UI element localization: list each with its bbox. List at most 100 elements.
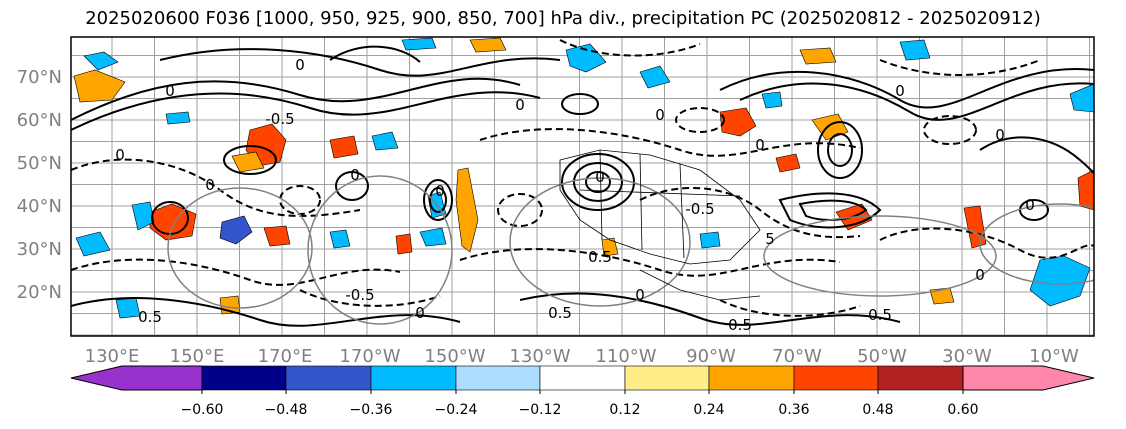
contour-label: 0	[975, 266, 985, 284]
shaded-patch	[699, 231, 721, 249]
reference-circle	[307, 175, 453, 325]
contour-label: 0	[115, 146, 125, 164]
colorbar-tick-label: 0.48	[862, 402, 893, 418]
shaded-patch	[371, 131, 399, 151]
solid-contour	[573, 162, 623, 202]
reference-circle	[167, 187, 313, 309]
shaded-patch	[719, 107, 757, 137]
shaded-patch	[761, 91, 783, 109]
longitude-label: 90°W	[686, 346, 736, 367]
shaded-patch	[639, 65, 671, 89]
solid-contour	[223, 145, 277, 175]
longitude-label: 70°W	[772, 346, 822, 367]
solid-contour	[561, 93, 599, 115]
solid-contour	[817, 121, 863, 179]
contour-label: 0	[515, 96, 525, 114]
longitude-label: 30°W	[942, 346, 992, 367]
contour-label: 0	[205, 176, 215, 194]
contour-label: 0.5	[868, 306, 892, 324]
shaded-patch	[73, 69, 126, 103]
colorbar-tick-label: 0.12	[609, 402, 640, 418]
shaded-patch	[1069, 83, 1094, 113]
dashed-contour	[879, 59, 1041, 76]
shaded-field	[73, 37, 1094, 319]
latitude-label: 70°N	[17, 67, 62, 88]
state-line	[579, 149, 741, 259]
latitude-label: 30°N	[17, 239, 62, 260]
map-background	[71, 37, 1094, 336]
colorbar-segment	[539, 365, 626, 391]
colorbar-tick-label: 0.60	[947, 402, 978, 418]
colorbar-segment	[793, 365, 879, 391]
solid-contours	[71, 45, 1094, 327]
contour-label: 5	[765, 230, 775, 248]
contour-label: 0	[435, 182, 445, 200]
reference-circle	[979, 203, 1094, 285]
solid-contour	[827, 133, 853, 167]
colorbar-tick-label: −0.36	[350, 402, 393, 418]
latitude-label: 50°N	[17, 153, 62, 174]
shaded-patch	[799, 47, 837, 65]
coastline	[559, 149, 761, 265]
longitude-label: 130°W	[509, 346, 570, 367]
colorbar-tick-label: −0.60	[181, 402, 224, 418]
solid-contour	[423, 179, 453, 221]
shaded-patch	[115, 297, 141, 319]
contour-label: 0	[295, 56, 305, 74]
shaded-patch	[899, 39, 931, 61]
colorbar-tick-label: −0.24	[435, 402, 478, 418]
coastline	[639, 269, 761, 301]
map-frame	[70, 36, 1095, 337]
solid-contour	[798, 199, 868, 221]
contour-label: -0.5	[685, 200, 714, 218]
shaded-patch	[401, 37, 437, 51]
latitude-labels: 70°N 60°N 50°N 40°N 30°N 20°N	[17, 67, 62, 303]
solid-contour	[159, 48, 561, 77]
dashed-contour	[71, 258, 401, 286]
contour-label: 0	[895, 82, 905, 100]
contour-labels: 0 0 0 0 0 0 0 0 0 0 0 0 0 0 5 0.5 -0.5 0.5 0 0.5 0 -0.5 0.5 0.5…	[115, 56, 1035, 334]
map-panel: 0 0 0 0 0 0 0 0 0 0 0 0 0 0 5 0.5 -0.5 0.5 0 0.5 0 -0.5 0.5 0.5…	[70, 36, 1095, 337]
solid-contour	[979, 136, 1094, 190]
shaded-patch	[775, 153, 801, 173]
dashed-contour	[459, 248, 841, 277]
shaded-patch	[395, 233, 413, 255]
shaded-patch	[165, 111, 191, 125]
contour-label: 0	[415, 304, 425, 322]
colorbar-segment	[285, 365, 372, 391]
shaded-patch	[263, 225, 291, 247]
colorbar-segment	[201, 365, 287, 391]
colorbar-segment	[370, 365, 457, 391]
solid-contour	[519, 292, 901, 326]
longitude-label: 150°E	[170, 346, 225, 367]
shaded-patch	[469, 37, 507, 53]
shaded-patch	[419, 227, 447, 247]
dashed-contour	[479, 128, 861, 157]
contour-label: 0	[655, 106, 665, 124]
longitude-label: 110°W	[595, 346, 656, 367]
solid-contour	[778, 192, 882, 229]
solid-contour	[329, 45, 421, 63]
shaded-patch	[601, 237, 619, 257]
longitude-label: 10°W	[1029, 346, 1079, 367]
map-title: 2025020600 F036 [1000, 950, 925, 900, 85…	[85, 8, 1041, 29]
dashed-contour	[299, 289, 441, 307]
reference-circle	[763, 215, 997, 297]
shaded-patch	[219, 215, 253, 245]
shaded-patch	[329, 229, 351, 249]
colorbar-segment	[455, 365, 541, 391]
dashed-contour	[497, 193, 543, 227]
solid-contour	[585, 171, 611, 193]
contour-label: 0	[635, 286, 645, 304]
colorbar-tick-label: −0.12	[519, 402, 562, 418]
solid-contour	[71, 91, 541, 131]
reference-circles	[167, 175, 1094, 325]
solid-contour	[335, 171, 369, 201]
colorbar-tick-label: 0.24	[693, 402, 724, 418]
solid-contour	[719, 68, 1094, 109]
shaded-patch	[75, 231, 111, 257]
contour-label: 0.5	[138, 308, 162, 326]
contour-label: 0.5	[588, 248, 612, 266]
dashed-contour	[923, 115, 977, 145]
